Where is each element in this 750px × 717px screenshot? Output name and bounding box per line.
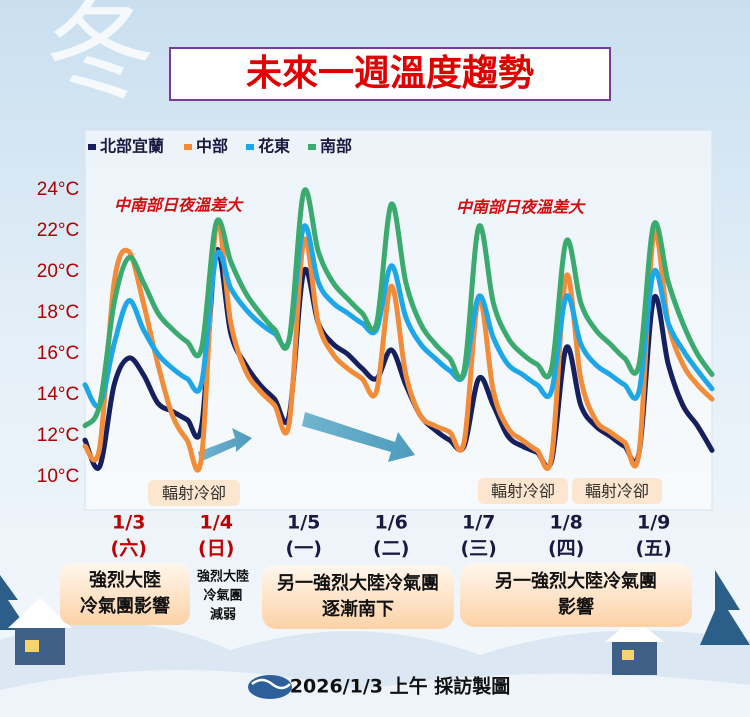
label-box	[478, 478, 568, 504]
y-tick-label: 18°C	[37, 302, 79, 323]
x-tick-label: 1/8	[549, 512, 582, 534]
y-tick-label: 12°C	[37, 425, 79, 446]
note: 逐漸南下	[322, 598, 394, 620]
arrow	[302, 412, 415, 462]
series-line	[82, 223, 715, 409]
chart-title: 未來一週溫度趨勢	[246, 53, 534, 94]
y-tick-label: 10°C	[37, 466, 79, 487]
weekday-label: (二)	[373, 538, 409, 560]
y-tick-label: 16°C	[37, 343, 79, 364]
y-tick-label: 20°C	[37, 261, 79, 282]
note: 減弱	[210, 607, 236, 623]
tree	[0, 575, 28, 630]
x-tick-label: 1/3	[112, 512, 145, 534]
footer: 2026/1/3 上午 採訪製圖	[290, 675, 510, 698]
cooling-label: 輻射冷卻	[491, 482, 555, 501]
label-box	[148, 480, 240, 506]
x-tick-label: 1/6	[375, 512, 408, 534]
title-box	[169, 47, 611, 101]
note-box	[60, 563, 190, 625]
series-line	[82, 247, 715, 471]
y-tick-label: 14°C	[37, 384, 79, 405]
window	[25, 640, 39, 652]
note: 另一強烈大陸冷氣團	[495, 570, 657, 592]
weekday-label: (四)	[548, 538, 584, 560]
x-tick-label: 1/5	[287, 512, 320, 534]
tree	[700, 570, 750, 645]
label-box	[572, 478, 662, 504]
y-tick-label: 22°C	[37, 220, 79, 241]
legend-label: 北部宜蘭	[100, 137, 164, 156]
x-tick-label: 1/9	[637, 512, 670, 534]
logo	[251, 678, 291, 690]
note: 冷氣團影響	[80, 595, 170, 617]
note-box	[460, 563, 692, 627]
weekday-label: (日)	[198, 538, 234, 560]
arrow	[198, 428, 252, 462]
legend-label: 南部	[320, 137, 352, 156]
weekday-label: (五)	[635, 538, 671, 560]
hill	[0, 670, 750, 717]
note: 影響	[558, 596, 594, 618]
y-tick-label: 24°C	[37, 179, 79, 200]
window	[622, 650, 634, 660]
note: 強烈大陸	[197, 569, 249, 585]
note-box	[262, 565, 454, 629]
roof	[605, 618, 664, 642]
weekday-label: (六)	[111, 537, 147, 560]
note: 冷氣團	[203, 588, 242, 604]
plot-layer: 10°C 12°C 14°C 16°C 18°C 20°C 22°C 24°C 1/3 (六) 1/…	[37, 137, 715, 560]
watermark: 冬	[45, 0, 155, 115]
weekday-label: (一)	[286, 538, 322, 560]
cooling-label: 輻射冷卻	[162, 484, 226, 503]
weekday-label: (三)	[461, 538, 497, 560]
legend-label: 花東	[258, 137, 290, 156]
note: 另一強烈大陸冷氣團	[277, 572, 439, 594]
note: 強烈大陸	[89, 569, 161, 591]
x-tick-label: 1/4	[200, 512, 233, 534]
legend-label: 中部	[196, 137, 228, 156]
roof	[8, 598, 72, 628]
x-tick-label: 1/7	[462, 512, 495, 534]
series-line	[82, 219, 715, 473]
house	[15, 625, 65, 665]
annotation: 中南部日夜溫差大	[456, 198, 586, 217]
house	[612, 640, 657, 675]
cooling-label: 輻射冷卻	[585, 482, 649, 501]
annotation: 中南部日夜溫差大	[114, 196, 244, 215]
series-line	[82, 187, 715, 429]
